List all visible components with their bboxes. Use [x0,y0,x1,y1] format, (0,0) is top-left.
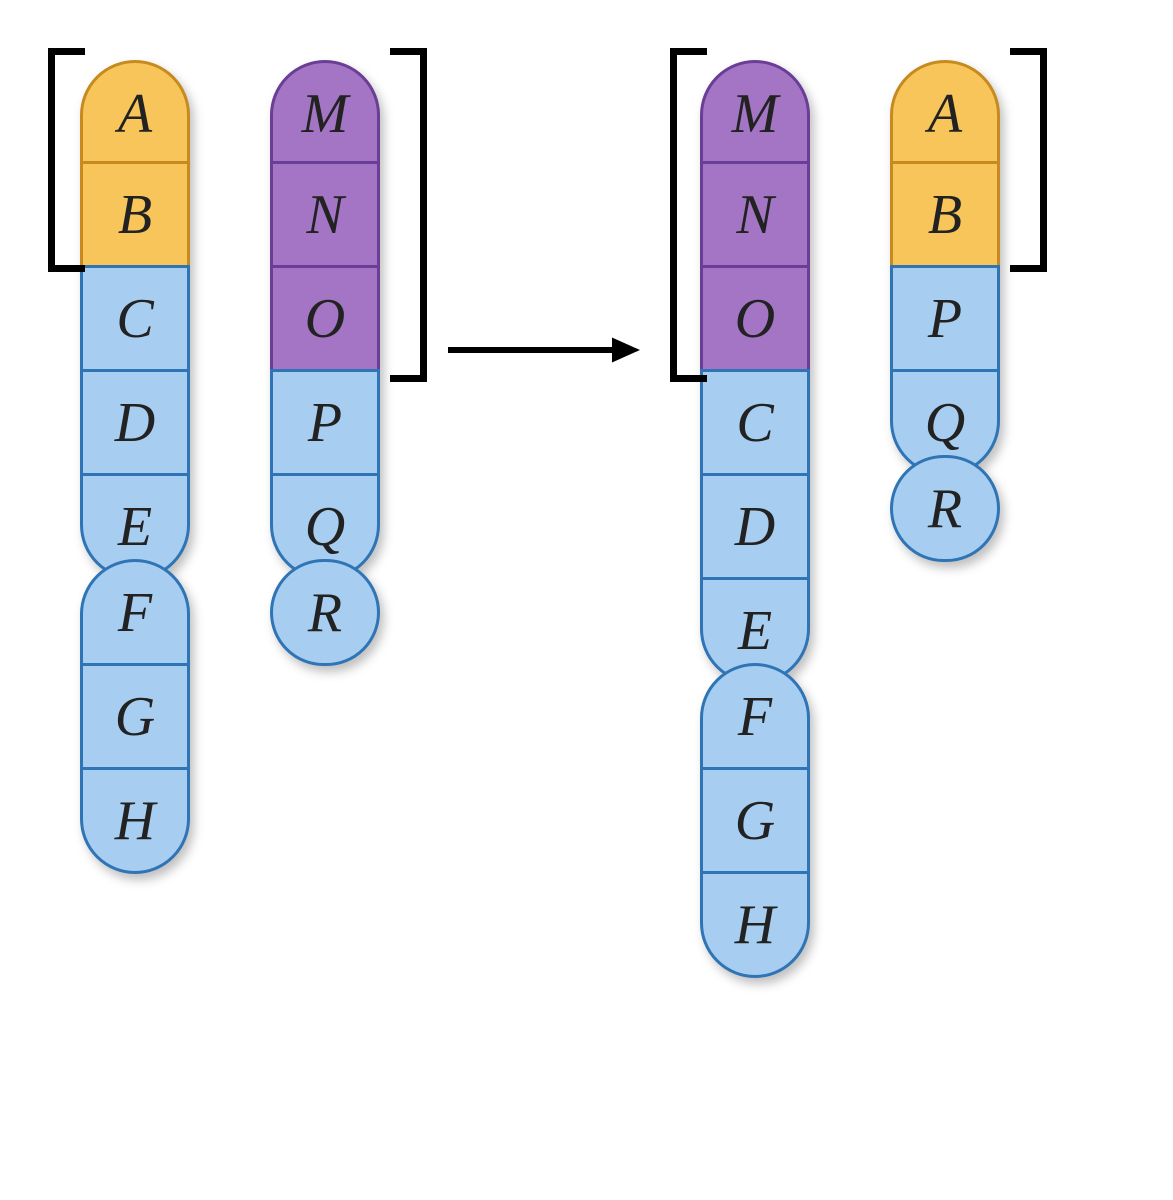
gene-label: H [115,789,155,853]
gene-segment-P: P [890,265,1000,372]
gene-label: Q [305,495,345,559]
gene-label: A [118,82,152,146]
gene-segment-N: N [700,161,810,268]
gene-label: M [302,82,349,146]
gene-segment-R: R [270,559,380,666]
gene-segment-A: A [890,60,1000,167]
gene-label: N [306,183,343,247]
gene-segment-A: A [80,60,190,167]
gene-label: C [736,391,773,455]
gene-label: B [928,183,962,247]
gene-segment-M: M [270,60,380,167]
gene-segment-M: M [700,60,810,167]
arrow-icon [420,330,668,370]
gene-segment-N: N [270,161,380,268]
gene-segment-O: O [270,265,380,372]
gene-label: H [735,893,775,957]
gene-label: M [732,82,779,146]
gene-segment-D: D [80,369,190,476]
bracket [48,48,85,272]
gene-segment-G: G [80,663,190,770]
gene-label: F [738,685,772,749]
gene-segment-B: B [890,161,1000,268]
gene-label: D [735,495,775,559]
diagram-canvas: ABCDEFGHMNOPQRMNOCDEFGHABPQR [0,0,1173,1200]
gene-segment-R: R [890,455,1000,562]
gene-label: E [118,495,152,559]
gene-label: R [308,581,342,645]
gene-segment-D: D [700,473,810,580]
gene-label: G [115,685,155,749]
gene-label: A [928,82,962,146]
gene-segment-C: C [80,265,190,372]
gene-label: F [118,581,152,645]
gene-label: O [735,287,775,351]
gene-segment-F: F [700,663,810,770]
gene-segment-H: H [700,871,810,978]
gene-label: D [115,391,155,455]
gene-label: B [118,183,152,247]
gene-label: P [928,287,962,351]
bracket [670,48,707,382]
gene-label: Q [925,391,965,455]
gene-label: C [116,287,153,351]
gene-segment-G: G [700,767,810,874]
gene-label: P [308,391,342,455]
bracket [1010,48,1047,272]
gene-label: G [735,789,775,853]
gene-label: O [305,287,345,351]
gene-label: N [736,183,773,247]
gene-segment-P: P [270,369,380,476]
gene-label: R [928,477,962,541]
gene-segment-B: B [80,161,190,268]
gene-segment-H: H [80,767,190,874]
gene-segment-F: F [80,559,190,666]
gene-segment-O: O [700,265,810,372]
gene-label: E [738,599,772,663]
gene-segment-C: C [700,369,810,476]
